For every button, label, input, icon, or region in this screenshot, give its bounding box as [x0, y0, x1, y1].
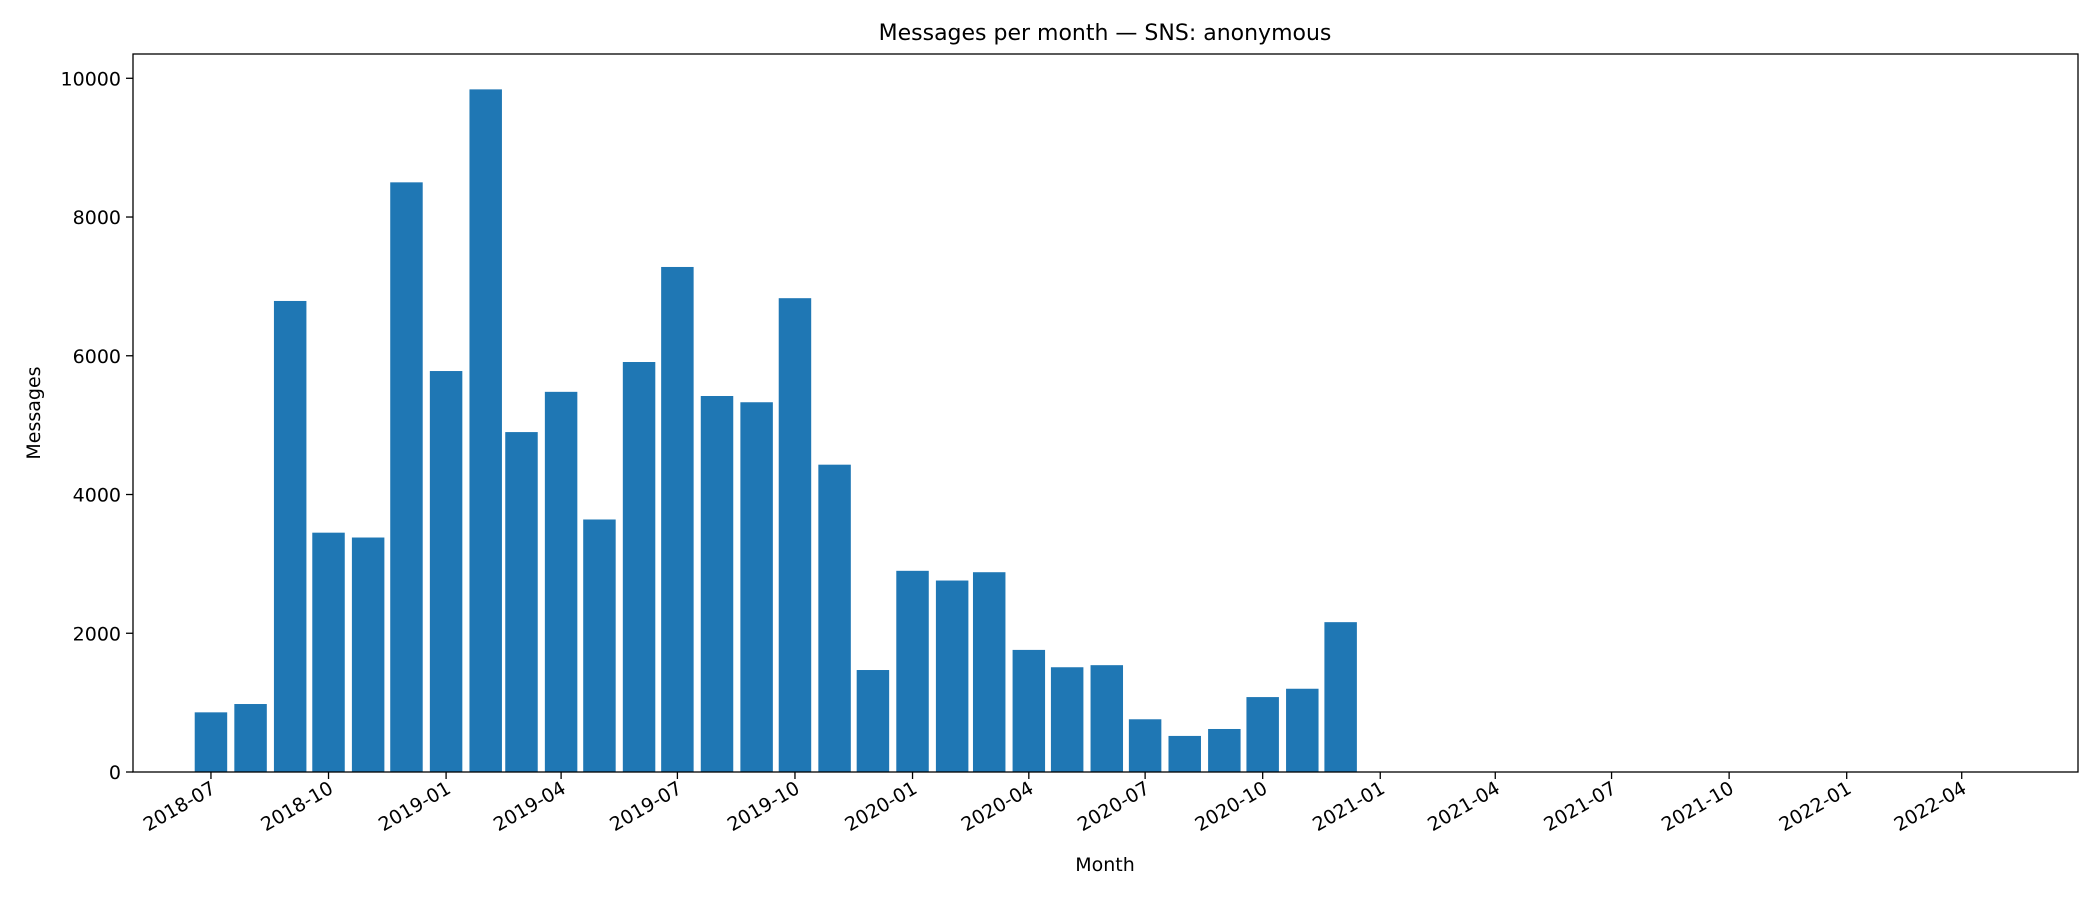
x-tick-label: 2020-01	[841, 777, 921, 836]
bar-2019-01	[429, 371, 463, 772]
x-tick-label: 2018-07	[140, 777, 220, 836]
bar-2019-03	[505, 432, 538, 772]
x-axis-label: Month	[1075, 854, 1135, 876]
bar-2020-03	[972, 572, 1006, 772]
x-tick-label: 2022-01	[1775, 777, 1855, 836]
x-tick-label: 2019-01	[375, 777, 455, 836]
bar-2019-12	[856, 670, 890, 772]
bar-2019-10	[778, 298, 812, 772]
bar-2020-06	[1090, 665, 1124, 772]
x-axis: 2018-07 2018-10 2019-01 2019-04 2019-07 2019-…	[140, 772, 1970, 836]
y-tick-label: 0	[109, 762, 121, 784]
x-tick-label: 2022-04	[1890, 777, 1970, 836]
bar-2020-11	[1286, 688, 1319, 772]
bar-2018-09	[273, 300, 307, 772]
bar-2020-12	[1324, 622, 1357, 772]
bar-2018-10	[312, 532, 345, 772]
bar-2019-11	[818, 464, 851, 772]
x-tick-label: 2021-01	[1309, 777, 1389, 836]
plot-frame	[132, 53, 2079, 773]
bar-2020-09	[1208, 728, 1241, 772]
bar-2019-05	[583, 519, 616, 772]
bar-2020-05	[1050, 667, 1084, 772]
y-axis: 0 2000 4000 6000 8000 10000	[61, 68, 133, 784]
y-axis-label: Messages	[23, 366, 45, 459]
bar-2019-04	[544, 391, 578, 772]
x-tick-label: 2021-07	[1540, 777, 1620, 836]
bar-2020-01	[896, 570, 929, 772]
bar-2018-07	[194, 712, 228, 772]
x-tick-label: 2019-04	[490, 777, 570, 836]
y-tick-label: 6000	[73, 346, 121, 368]
x-tick-label: 2020-04	[958, 777, 1038, 836]
bar-2019-08	[700, 396, 734, 772]
chart-title: Messages per month — SNS: anonymous	[879, 21, 1332, 46]
x-tick-label: 2021-10	[1658, 777, 1738, 836]
bar-2018-11	[351, 537, 385, 772]
y-tick-label: 4000	[73, 485, 121, 507]
bar-2020-04	[1012, 649, 1046, 772]
bar-2020-10	[1246, 697, 1279, 772]
bar-2020-02	[935, 580, 969, 772]
x-tick-label: 2019-07	[606, 777, 686, 836]
x-tick-label: 2021-04	[1424, 777, 1504, 836]
bar-2020-08	[1168, 735, 1201, 772]
bar-2019-02	[469, 89, 502, 772]
x-tick-label: 2019-10	[724, 777, 804, 836]
x-tick-label: 2020-07	[1074, 777, 1154, 836]
x-tick-label: 2018-10	[257, 777, 337, 836]
bar-2019-07	[661, 266, 694, 772]
x-tick-label: 2020-10	[1191, 777, 1271, 836]
bar-2019-09	[740, 402, 773, 772]
bar-2019-06	[622, 362, 656, 772]
bar-2018-12	[390, 182, 423, 773]
y-tick-label: 10000	[61, 68, 121, 90]
bars-group	[194, 89, 1357, 773]
y-tick-label: 8000	[73, 207, 121, 229]
bar-2020-07	[1128, 719, 1162, 772]
bar-2018-08	[234, 704, 267, 772]
y-tick-label: 2000	[73, 623, 121, 645]
